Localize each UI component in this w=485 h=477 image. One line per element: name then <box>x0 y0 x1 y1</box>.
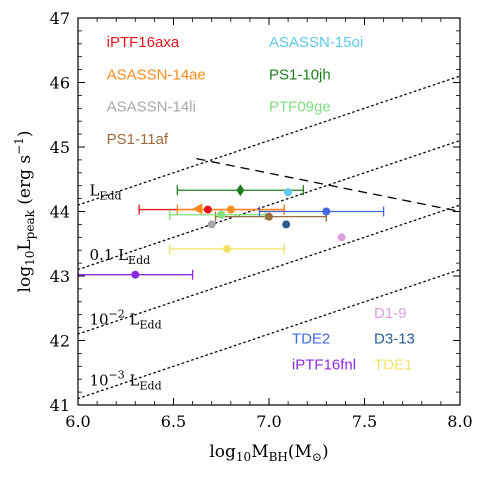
y-tick-label: 46 <box>50 74 70 93</box>
data-point <box>337 233 346 242</box>
eddington-line <box>78 268 460 400</box>
data-point <box>222 244 231 253</box>
legend-entry: ASASSN-15oi <box>269 34 363 51</box>
dashed-line <box>196 157 460 213</box>
y-tick-label: 47 <box>50 9 70 28</box>
y-tick-label: 43 <box>50 267 70 286</box>
eddington-line <box>78 139 460 271</box>
legend-entry: iPTF16axa <box>107 34 180 51</box>
x-tick-label: 7.5 <box>352 412 377 431</box>
data-point <box>203 205 212 214</box>
eddington-line <box>78 75 460 206</box>
data-point <box>226 205 235 214</box>
data-point <box>131 270 140 279</box>
legend-entry: ASASSN-14li <box>107 99 196 116</box>
x-axis-label: log10MBH(M⊙) <box>209 442 328 464</box>
y-tick-label: 45 <box>50 138 70 157</box>
eddington-line <box>78 204 460 335</box>
data-point <box>284 188 293 197</box>
legend-entry: PS1-11af <box>107 131 169 148</box>
legend-entry: PS1-10jh <box>269 66 331 83</box>
eddington-label: 10−2 LEdd <box>89 307 161 331</box>
data-point <box>282 220 291 229</box>
y-axis-label: log10Lpeak (erg s−1) <box>12 131 37 293</box>
eddington-label: LEdd <box>89 181 121 202</box>
legend-entry: PTF09ge <box>269 99 331 116</box>
legend-entry: D1-9 <box>374 305 407 322</box>
legend-entry: ASASSN-14ae <box>107 66 206 83</box>
y-tick-label: 41 <box>50 396 70 415</box>
data-point <box>322 207 331 216</box>
x-tick-label: 8.0 <box>447 412 472 431</box>
x-tick-label: 6.5 <box>161 412 186 431</box>
eddington-label: 10−3 LEdd <box>89 369 161 393</box>
y-tick-label: 42 <box>50 332 70 351</box>
data-point-triangle <box>192 203 203 215</box>
legend-entry: TDE1 <box>374 357 412 374</box>
data-point-diamond <box>236 184 245 197</box>
x-tick-label: 7.0 <box>256 412 281 431</box>
legend-entry: D3-13 <box>374 331 415 348</box>
eddington-label: 0.1 LEdd <box>89 246 150 267</box>
data-point <box>265 212 273 221</box>
x-tick-label: 6.0 <box>65 412 90 431</box>
legend-entry: iPTF16fnl <box>292 357 356 374</box>
data-point <box>207 220 216 229</box>
y-tick-label: 44 <box>50 203 70 222</box>
legend-entry: TDE2 <box>292 331 330 348</box>
data-point <box>217 210 226 219</box>
